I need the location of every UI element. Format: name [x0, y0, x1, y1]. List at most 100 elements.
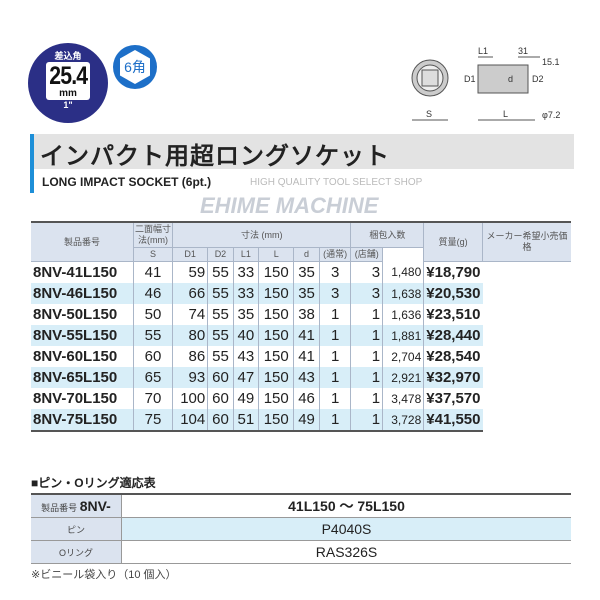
dim-15-1-label: 15.1	[542, 57, 560, 67]
cell-pack-store: 1	[350, 304, 383, 325]
dim-d1-label: D1	[464, 74, 476, 84]
cell-d2: 60	[207, 367, 234, 388]
oring-value: RAS326S	[121, 540, 571, 564]
header-weight: 質量(g)	[423, 221, 483, 262]
cell-d1: 66	[171, 283, 208, 304]
cell-l1: 43	[232, 346, 259, 367]
table-row: 8NV-46L150 46 66 55 33 150 35 3 3 1,638 ¥20,530	[31, 283, 571, 304]
cell-d1: 93	[171, 367, 208, 388]
product-label: 製品番号	[41, 503, 78, 513]
cell-d2: 55	[207, 261, 234, 283]
cell-weight: 1,638	[382, 283, 424, 304]
cell-d: 35	[293, 261, 320, 283]
table-row: 8NV-75L150 75 104 60 51 150 49 1 1 3,728 ¥41,550	[31, 409, 571, 432]
dim-l-label: L	[503, 109, 508, 119]
header-s: S	[133, 247, 173, 262]
cell-pack-store: 3	[350, 261, 383, 283]
cell-pack-store: 1	[350, 346, 383, 367]
cell-product-number: 8NV-41L150	[33, 264, 118, 281]
cell-price: ¥28,440	[423, 325, 483, 346]
cell-pack-normal: 3	[318, 283, 351, 304]
cell-price: ¥18,790	[423, 261, 483, 283]
cell-d2: 55	[207, 325, 234, 346]
header-l1: L1	[232, 247, 260, 262]
watermark-name: EHIME MACHINE	[200, 193, 379, 218]
dim-phi-label: φ7.2	[542, 110, 560, 120]
header-d: d	[293, 247, 320, 262]
header-product: 製品番号	[31, 221, 134, 262]
cell-pack-normal: 1	[318, 367, 351, 388]
cell-weight: 2,921	[382, 367, 424, 388]
cell-s: 75	[133, 409, 173, 432]
dim-l1-label: L1	[478, 46, 488, 56]
cell-s: 70	[133, 388, 173, 409]
cell-pack-normal: 1	[318, 346, 351, 367]
footnote: ※ビニール袋入り（10 個入）	[31, 569, 177, 581]
header-dims: 寸法 (mm)	[171, 221, 352, 248]
cell-l: 150	[258, 283, 294, 304]
cell-pack-store: 1	[350, 409, 383, 432]
cell-l: 150	[258, 346, 294, 367]
spec-table: 製品番号 二面幅寸法(mm) 寸法 (mm) 梱包入数 質量(g) メーカー希望…	[31, 221, 571, 432]
cell-price: ¥20,530	[423, 283, 483, 304]
cell-pack-store: 1	[350, 367, 383, 388]
cell-l1: 49	[232, 388, 259, 409]
cell-weight: 3,478	[382, 388, 424, 409]
oring-label: Oリング	[31, 540, 122, 564]
pin-table: 製品番号 8NV- 41L150 ～ 75L150 ピン P4040S Oリング RA…	[31, 493, 571, 564]
header-pack-normal: (通常)	[318, 247, 352, 262]
pin-value: P4040S	[121, 517, 571, 541]
badge-label: 差込角	[54, 51, 82, 61]
cell-s: 41	[133, 261, 173, 283]
pin-row-product: 製品番号 8NV- 41L150 ～ 75L150	[31, 493, 571, 518]
cell-product-number: 8NV-50L150	[33, 306, 118, 323]
cell-d1: 86	[171, 346, 208, 367]
table-row: 8NV-60L150 60 86 55 43 150 41 1 1 2,704 ¥28,540	[31, 346, 571, 367]
cell-product-number: 8NV-65L150	[31, 367, 134, 388]
cell-price: ¥37,570	[423, 388, 483, 409]
cell-l: 150	[258, 304, 294, 325]
hex-badge: 6角	[112, 44, 158, 90]
cell-product-number: 8NV-75L150	[31, 409, 134, 432]
watermark-tagline: HIGH QUALITY TOOL SELECT SHOP	[250, 177, 423, 188]
cell-l1: 47	[232, 367, 259, 388]
cell-d1: 104	[171, 409, 208, 432]
page-title: インパクト用超ロングソケット	[40, 143, 390, 170]
cell-price: ¥23,510	[423, 304, 483, 325]
badge-size: 25.4	[49, 62, 88, 90]
header-pack: 梱包入数	[350, 221, 425, 248]
cell-d2: 60	[207, 388, 234, 409]
cell-d: 49	[293, 409, 320, 432]
cell-l1: 40	[232, 325, 259, 346]
header-pack-store: (店舗)	[350, 247, 384, 262]
cell-pack-normal: 1	[318, 325, 351, 346]
cell-l: 150	[258, 409, 294, 432]
cell-product-number: 8NV-60L150	[33, 348, 118, 365]
accent-bar	[30, 169, 34, 193]
cell-l1: 35	[232, 304, 259, 325]
socket-diagram: L1 31 15.1 D1 d D2 S L φ7.2	[411, 46, 560, 121]
pin-row-oring: Oリング RAS326S	[31, 540, 571, 564]
cell-d1: 59	[171, 261, 208, 283]
cell-s: 65	[133, 367, 173, 388]
header-d2: D2	[207, 247, 234, 262]
dim-d2-label: D2	[532, 74, 544, 84]
cell-weight: 1,480	[382, 261, 424, 283]
cell-pack-normal: 1	[318, 304, 351, 325]
cell-price: ¥32,970	[423, 367, 483, 388]
cell-pack-normal: 1	[318, 388, 351, 409]
product-prefix: 8NV-	[79, 498, 111, 514]
cell-d2: 60	[207, 409, 234, 432]
cell-product-number: 8NV-46L150	[31, 283, 134, 304]
cell-pack-store: 3	[350, 283, 383, 304]
cell-product-number: 8NV-55L150	[31, 325, 134, 346]
page-subtitle: LONG IMPACT SOCKET (6pt.)	[42, 175, 212, 189]
product-range: 41L150 ～ 75L150	[121, 493, 571, 518]
cell-l1: 51	[232, 409, 259, 432]
header-d1: D1	[171, 247, 209, 262]
title-bar	[30, 134, 574, 169]
cell-pack-store: 1	[350, 325, 383, 346]
cell-s: 46	[133, 283, 173, 304]
dim-s-label: S	[426, 109, 432, 119]
cell-s: 55	[133, 325, 173, 346]
